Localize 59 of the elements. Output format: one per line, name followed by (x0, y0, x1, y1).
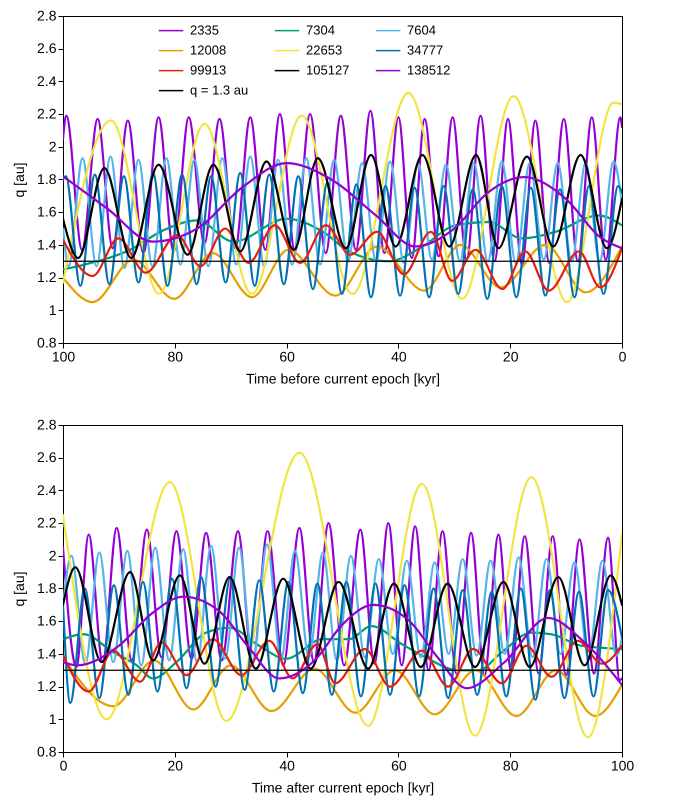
x-tick-label: 60 (279, 348, 296, 364)
x-tick-label: 40 (279, 758, 296, 774)
y-tick-label: 2.6 (37, 40, 57, 56)
y-tick-label: 0.8 (37, 334, 57, 350)
legend-label: 105127 (306, 62, 350, 78)
y-tick-label: 1.2 (37, 269, 57, 286)
y-tick-label: 1.6 (37, 612, 57, 629)
line-series (63, 172, 622, 300)
y-tick-label: 2.8 (37, 416, 57, 432)
legend-label: 34777 (407, 42, 444, 58)
legend-label: 12008 (190, 42, 226, 58)
y-tick-label: 2.6 (37, 449, 57, 466)
y-tick-label: 0.8 (37, 744, 57, 760)
x-tick-label: 80 (502, 758, 519, 774)
x-tick-label: 100 (610, 758, 634, 774)
x-tick-label: 40 (391, 348, 407, 364)
line-series (63, 244, 622, 304)
y-axis-title: q [au] (11, 162, 28, 198)
x-tick-label: 60 (391, 758, 407, 774)
legend-label: 2335 (190, 22, 219, 38)
line-series (63, 452, 622, 738)
line-series (63, 110, 622, 266)
legend-label: 138512 (407, 62, 450, 78)
y-tick-label: 1.4 (37, 236, 57, 252)
y-tick-label: 1.6 (37, 204, 57, 220)
line-series (63, 576, 622, 704)
legend-label: 7304 (306, 22, 335, 38)
y-tick-label: 2 (48, 138, 57, 154)
line-series (63, 224, 622, 292)
x-tick-label: 80 (168, 348, 184, 364)
x-axis-title: Time before current epoch [kyr] (246, 370, 440, 386)
x-axis-title: Time after current epoch [kyr] (252, 780, 434, 796)
legend-label: 99913 (190, 62, 226, 78)
y-tick-label: 2 (48, 547, 57, 564)
legend-label: 7604 (407, 22, 436, 38)
x-tick-label: 0 (60, 758, 68, 774)
legend-label: q = 1.3 au (190, 82, 248, 98)
line-series (63, 656, 622, 718)
y-tick-label: 1 (48, 302, 57, 318)
line-series (63, 625, 622, 680)
y-tick-label: 2.2 (37, 514, 57, 531)
y-tick-label: 1 (48, 710, 57, 727)
line-series (63, 214, 622, 271)
y-tick-label: 1.4 (37, 645, 57, 662)
y-tick-label: 2.4 (37, 482, 57, 498)
y-tick-label: 1.2 (37, 678, 57, 694)
y-axis-title: q [au] (11, 571, 28, 607)
y-tick-label: 1.8 (37, 171, 57, 187)
y-tick-label: 2.8 (37, 8, 57, 24)
line-series (63, 638, 622, 693)
y-tick-label: 1.8 (37, 580, 57, 596)
y-tick-label: 2.4 (37, 72, 57, 89)
x-tick-label: 100 (52, 348, 76, 364)
y-tick-label: 2.2 (37, 106, 57, 122)
legend-label: 22653 (306, 42, 342, 58)
x-tick-label: 20 (502, 348, 519, 364)
x-tick-label: 20 (168, 758, 184, 774)
x-tick-label: 0 (618, 348, 627, 364)
line-series (63, 543, 622, 666)
